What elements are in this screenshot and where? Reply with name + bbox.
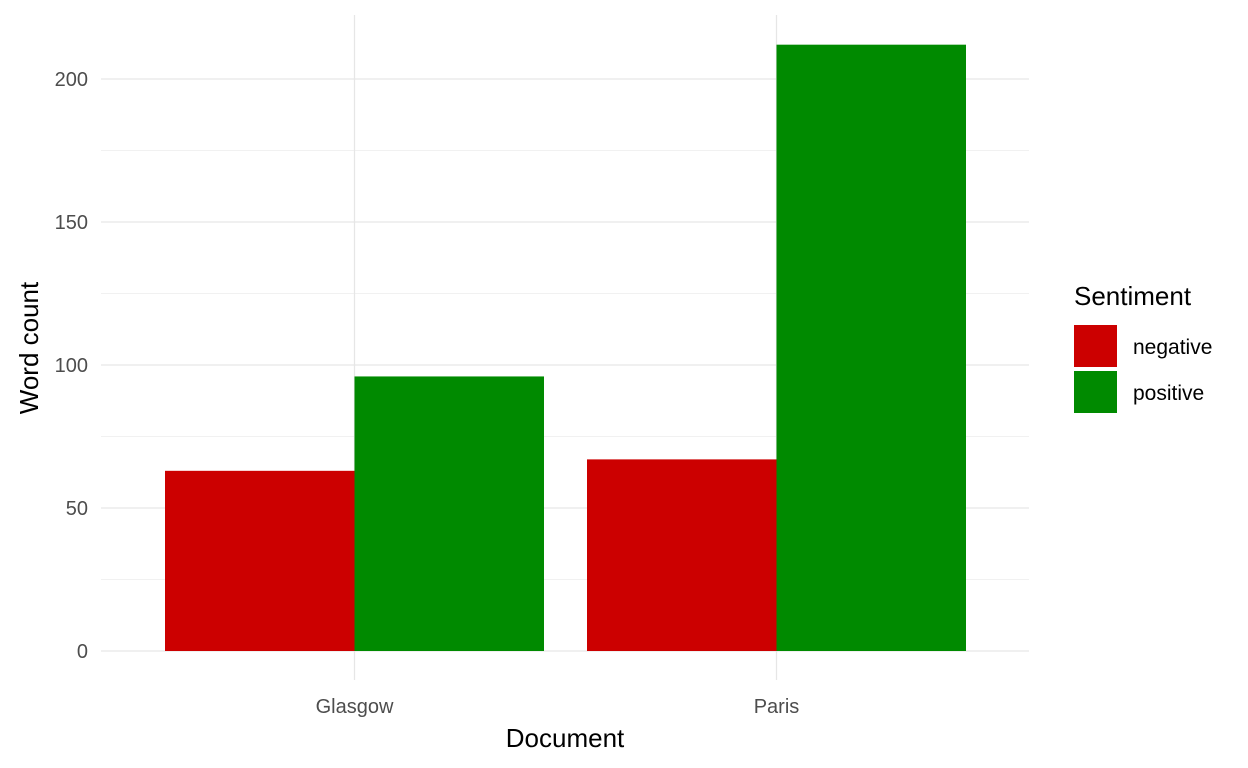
y-tick-label: 0 [77,641,88,663]
y-tick-label: 100 [55,355,88,377]
y-tick-label: 50 [66,498,88,520]
x-tick-label: Paris [754,696,800,718]
y-axis-title: Word count [14,281,44,414]
legend-label-negative: negative [1133,336,1212,359]
legend: Sentiment negative positive [1074,281,1212,413]
x-tick-label: Glasgow [316,696,394,718]
bar-negative-paris [587,459,777,651]
y-tick-label: 200 [55,69,88,91]
legend-key-positive [1074,371,1117,413]
bars [165,44,966,652]
legend-items: negative positive [1074,325,1212,413]
x-axis-title: Document [506,723,625,753]
legend-title: Sentiment [1074,281,1192,311]
bar-positive-paris [776,44,966,652]
y-tick-label: 150 [55,212,88,234]
bar-positive-glasgow [354,376,544,651]
legend-label-positive: positive [1133,382,1204,405]
x-axis-ticks: Glasgow Paris [316,696,800,718]
y-axis-ticks: 0 50 100 150 200 [55,69,88,663]
legend-key-negative [1074,325,1117,367]
bar-negative-glasgow [165,470,355,651]
